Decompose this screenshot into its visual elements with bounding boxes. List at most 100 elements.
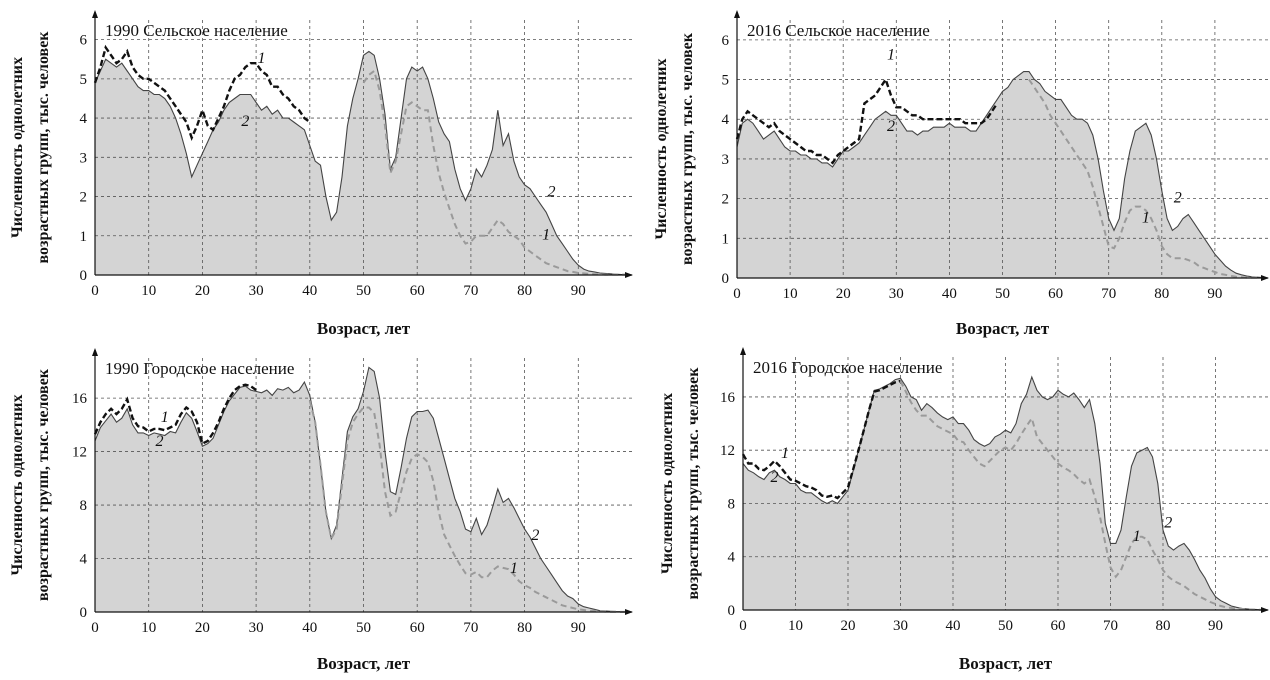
y-axis-arrow [92, 10, 98, 18]
y-tick-label: 2 [80, 190, 88, 206]
line-series-1-light [362, 69, 627, 276]
x-axis-arrow [625, 272, 633, 278]
x-tick-label: 70 [463, 283, 478, 299]
curve-label: 2 [771, 469, 779, 486]
area-series-2 [743, 377, 1263, 610]
x-tick-label: 0 [739, 618, 747, 634]
x-tick-label: 30 [889, 286, 904, 302]
x-axis-label: Возраст, лет [317, 319, 411, 338]
y-axis-label-line-1: Численность однолетних [9, 394, 26, 575]
line-series-1-light [899, 380, 1263, 611]
y-axis-label-line-1: Численность однолетних [659, 393, 676, 574]
y-axis-label-line-1: Численность однолетних [9, 57, 26, 238]
x-tick-label: 70 [1101, 286, 1116, 302]
line-series-1-dark [735, 76, 999, 165]
y-tick-label: 12 [720, 443, 735, 459]
x-tick-label: 90 [571, 283, 586, 299]
x-tick-label: 50 [995, 286, 1010, 302]
y-tick-label: 1 [80, 229, 88, 245]
x-axis-label: Возраст, лет [956, 319, 1050, 338]
y-tick-label: 4 [80, 111, 88, 127]
area-series-2 [95, 51, 627, 276]
y-tick-label: 4 [728, 550, 736, 566]
y-tick-label: 0 [80, 268, 88, 284]
x-tick-label: 70 [463, 620, 478, 636]
y-axis-label-line-2: возрастных групп, тыс. человек [679, 32, 696, 265]
x-tick-label: 60 [1048, 286, 1063, 302]
line-series-1-dark [741, 379, 901, 500]
curve-label: 2 [155, 433, 163, 450]
y-tick-label: 1 [722, 231, 730, 247]
curve-label: 1 [257, 50, 265, 67]
y-tick-label: 4 [80, 552, 88, 568]
line-series-1-light [1028, 78, 1263, 279]
x-tick-label: 0 [733, 286, 741, 302]
curve-label: 2 [547, 184, 555, 201]
y-axis-arrow [740, 347, 746, 355]
y-tick-label: 12 [72, 445, 87, 461]
line-series-1-dark [93, 44, 311, 141]
area-series-2 [95, 367, 627, 612]
x-tick-label: 60 [1051, 618, 1066, 634]
y-tick-label: 6 [80, 33, 88, 49]
x-tick-label: 40 [942, 286, 957, 302]
y-tick-label: 2 [722, 192, 730, 208]
area-series-2 [737, 71, 1263, 278]
x-tick-label: 40 [302, 620, 317, 636]
curve-label: 2 [1174, 190, 1182, 207]
curve-label: 1 [161, 409, 169, 426]
x-tick-label: 50 [356, 620, 371, 636]
y-axis-label-line-2: возрастных групп, тыс. человек [685, 367, 702, 600]
chart-title: 1990 Городское население [105, 359, 294, 378]
x-tick-label: 10 [788, 618, 803, 634]
x-tick-label: 50 [356, 283, 371, 299]
x-tick-label: 80 [517, 620, 532, 636]
curve-label: 1 [542, 227, 550, 244]
line-series-1-dark [93, 383, 257, 446]
y-tick-label: 3 [80, 150, 88, 166]
curve-label: 2 [887, 118, 895, 135]
x-axis-arrow [625, 609, 633, 615]
x-axis-label: Возраст, лет [959, 654, 1053, 673]
line-series-2 [742, 375, 1263, 611]
x-tick-label: 50 [998, 618, 1013, 634]
x-axis-arrow [1261, 275, 1269, 281]
x-tick-label: 0 [91, 283, 99, 299]
curve-label: 1 [510, 560, 518, 577]
x-tick-label: 60 [410, 620, 425, 636]
y-tick-label: 3 [722, 152, 730, 168]
y-tick-label: 8 [80, 498, 88, 514]
x-axis-label: Возраст, лет [317, 654, 411, 673]
x-tick-label: 20 [195, 283, 210, 299]
line-series-1-light [308, 400, 627, 613]
x-tick-label: 90 [1207, 286, 1222, 302]
y-tick-label: 4 [722, 112, 730, 128]
curve-label: 2 [241, 113, 249, 130]
curve-label: 1 [781, 445, 789, 462]
y-tick-label: 0 [728, 603, 736, 619]
x-axis-arrow [1261, 607, 1269, 613]
x-tick-label: 0 [91, 620, 99, 636]
x-tick-label: 30 [249, 283, 264, 299]
y-axis-label-line-2: возрастных групп, тыс. человек [35, 368, 52, 601]
y-tick-label: 16 [72, 391, 88, 407]
y-tick-label: 6 [722, 33, 730, 49]
x-tick-label: 30 [249, 620, 264, 636]
chart-title: 2016 Городское население [753, 358, 942, 377]
x-tick-label: 80 [1156, 618, 1171, 634]
curve-label: 1 [1142, 209, 1150, 226]
x-tick-label: 10 [141, 283, 156, 299]
line-series-2 [736, 71, 1263, 279]
x-tick-label: 40 [302, 283, 317, 299]
x-tick-label: 30 [893, 618, 908, 634]
chart-title: 1990 Сельское население [105, 21, 288, 40]
curve-label: 2 [531, 527, 539, 544]
y-axis-label-line-2: возрастных групп, тыс. человек [35, 31, 52, 264]
x-tick-label: 70 [1103, 618, 1118, 634]
x-tick-label: 90 [1208, 618, 1223, 634]
x-tick-label: 10 [141, 620, 156, 636]
y-tick-label: 0 [80, 605, 88, 621]
